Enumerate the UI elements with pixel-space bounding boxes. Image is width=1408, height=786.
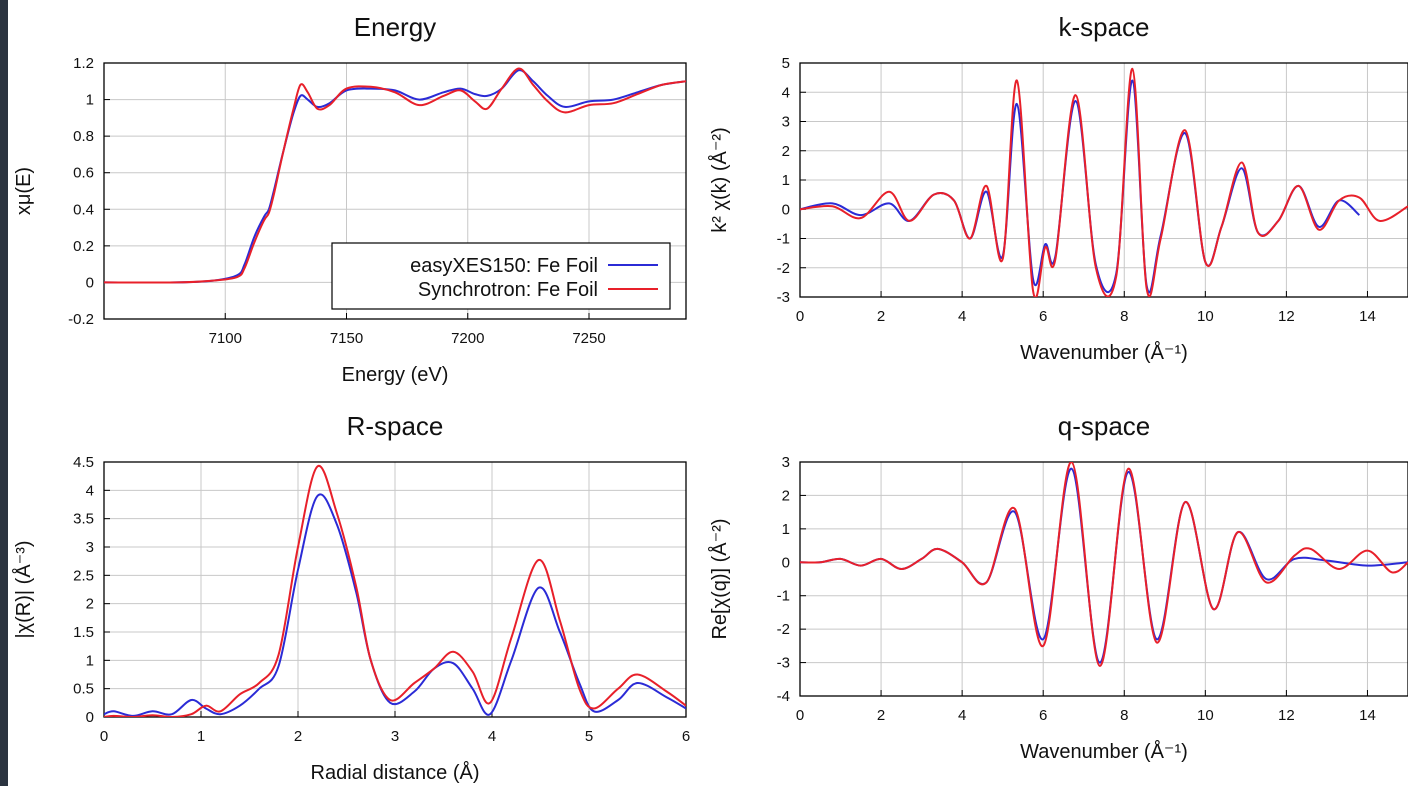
- legend-entry-label: Synchrotron: Fe Foil: [418, 279, 598, 301]
- series-line-blue: [104, 69, 686, 284]
- chart-title: R-space: [347, 411, 444, 441]
- y-tick-label: -1: [777, 231, 790, 248]
- x-tick-label: 12: [1278, 308, 1295, 325]
- x-tick-label: 12: [1278, 707, 1295, 724]
- y-axis-label: xμ(E): [13, 167, 35, 215]
- x-tick-label: 6: [1039, 308, 1047, 325]
- y-axis-label: Re[χ(q)] (Å⁻²): [708, 518, 731, 639]
- y-tick-label: 0: [86, 709, 94, 726]
- y-tick-label: 4: [782, 84, 790, 101]
- x-axis-label: Radial distance (Å): [311, 761, 480, 784]
- x-tick-label: 0: [796, 707, 804, 724]
- y-tick-label: 2.5: [73, 567, 94, 584]
- x-axis-label: Wavenumber (Å⁻¹): [1020, 740, 1188, 763]
- y-tick-label: -1: [777, 588, 790, 605]
- series-line-red: [800, 462, 1408, 667]
- y-tick-label: 0.2: [73, 238, 94, 255]
- y-tick-label: -0.2: [68, 311, 94, 328]
- x-tick-label: 4: [958, 308, 966, 325]
- x-tick-label: 7200: [451, 330, 484, 347]
- series-line-red: [800, 67, 1408, 297]
- x-tick-label: 1: [197, 728, 205, 745]
- series-line-blue: [800, 467, 1408, 664]
- y-tick-label: 0.6: [73, 165, 94, 182]
- x-tick-label: 6: [682, 728, 690, 745]
- y-tick-label: 0: [86, 274, 94, 291]
- x-tick-label: 4: [958, 707, 966, 724]
- y-tick-label: 0.5: [73, 681, 94, 698]
- y-tick-label: -2: [777, 260, 790, 277]
- y-tick-label: -4: [777, 688, 790, 705]
- y-tick-label: 0.4: [73, 201, 94, 218]
- x-tick-label: 8: [1120, 707, 1128, 724]
- y-tick-label: 1.5: [73, 624, 94, 641]
- x-tick-label: 2: [294, 728, 302, 745]
- x-tick-label: 0: [100, 728, 108, 745]
- y-tick-label: 1: [782, 521, 790, 538]
- x-axis-label: Energy (eV): [342, 364, 449, 386]
- chart-panel-3: 0 2 4 6 8 10 12 14-4-3-2-10123q-spaceWavenumber…: [708, 411, 1408, 763]
- y-tick-label: -2: [777, 621, 790, 638]
- series-line-red: [104, 67, 686, 284]
- x-tick-label: 7150: [330, 330, 363, 347]
- legend-entry-label: easyXES150: Fe Foil: [410, 255, 598, 277]
- x-tick-label: 7250: [572, 330, 605, 347]
- x-tick-label: 10: [1197, 308, 1214, 325]
- chart-title: q-space: [1058, 411, 1151, 441]
- y-tick-label: 1: [782, 172, 790, 189]
- x-tick-label: 3: [391, 728, 399, 745]
- x-tick-label: 14: [1359, 308, 1376, 325]
- x-tick-label: 0: [796, 308, 804, 325]
- y-tick-label: 2: [86, 596, 94, 613]
- y-tick-label: 2: [782, 143, 790, 160]
- y-tick-label: 5: [782, 55, 790, 72]
- x-tick-label: 2: [877, 308, 885, 325]
- window-edge: [0, 0, 8, 786]
- y-tick-label: 3.5: [73, 511, 94, 528]
- x-tick-label: 4: [488, 728, 496, 745]
- y-axis-label: |χ(R)| (Å⁻³): [12, 540, 35, 638]
- x-tick-label: 2: [877, 707, 885, 724]
- y-tick-label: 4: [86, 482, 94, 499]
- chart-title: Energy: [354, 12, 436, 42]
- x-tick-label: 7100: [209, 330, 242, 347]
- plot-frame: [103, 62, 687, 320]
- x-tick-label: 5: [585, 728, 593, 745]
- y-tick-label: 0: [782, 201, 790, 218]
- y-tick-label: -3: [777, 655, 790, 672]
- chart-panel-1: 0 2 4 6 8 10 12 14-3-2-1012345k-spaceWavenumber…: [708, 12, 1408, 364]
- x-tick-label: 8: [1120, 308, 1128, 325]
- y-tick-label: 1: [86, 92, 94, 109]
- y-tick-label: 3: [782, 454, 790, 471]
- y-tick-label: 2: [782, 487, 790, 504]
- y-tick-label: 3: [782, 114, 790, 131]
- chart-title: k-space: [1058, 12, 1149, 42]
- x-tick-label: 10: [1197, 707, 1214, 724]
- y-tick-label: -3: [777, 289, 790, 306]
- y-tick-label: 3: [86, 539, 94, 556]
- y-tick-label: 0.8: [73, 128, 94, 145]
- x-axis-label: Wavenumber (Å⁻¹): [1020, 341, 1188, 364]
- chart-panel-0: 7100 7150 7200 7250 -0.2 0 0.2 0.4 0.6 0.8 1 1.2 Ene…: [13, 12, 687, 386]
- series-line-red: [104, 465, 686, 717]
- y-tick-label: 1: [86, 652, 94, 669]
- plot-frame: [799, 461, 1408, 697]
- y-tick-label: 1.2: [73, 55, 94, 72]
- chart-panel-2: 0 1 2 3 4 5 6 0 0.5 1 1.5 2 2.5 3 3.5 4 4.5 R-space Radial…: [12, 411, 690, 784]
- x-tick-label: 14: [1359, 707, 1376, 724]
- y-tick-label: 4.5: [73, 454, 94, 471]
- y-axis-label: k² χ(k) (Å⁻²): [708, 127, 731, 232]
- y-tick-label: 0: [782, 554, 790, 571]
- x-tick-label: 6: [1039, 707, 1047, 724]
